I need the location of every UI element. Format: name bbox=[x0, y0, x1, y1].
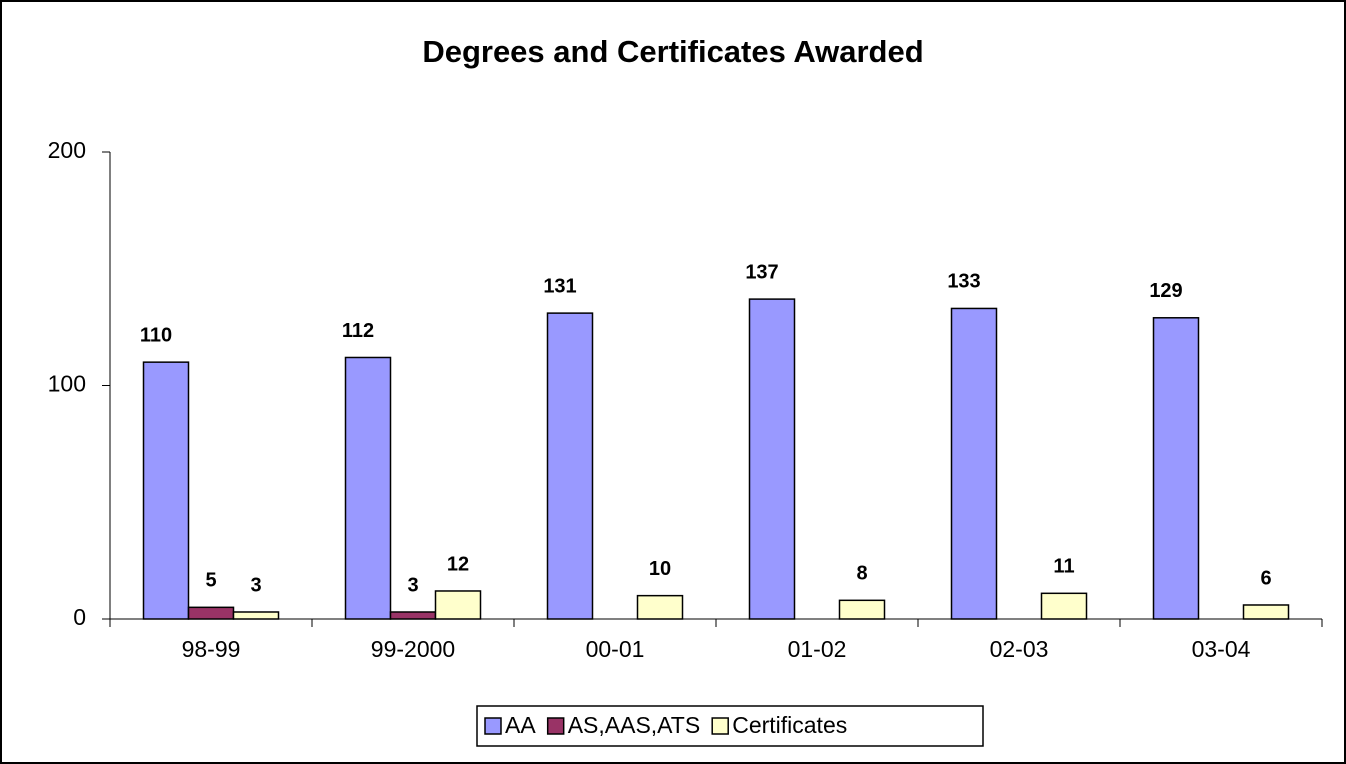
x-tick-label: 98-99 bbox=[182, 636, 241, 662]
value-label: 129 bbox=[1149, 280, 1182, 302]
legend-label: Certificates bbox=[732, 712, 847, 738]
value-label: 137 bbox=[745, 261, 778, 283]
value-label: 110 bbox=[140, 324, 172, 346]
bar bbox=[838, 599, 886, 620]
chart-title: Degrees and Certificates Awarded bbox=[422, 34, 923, 69]
bar bbox=[142, 361, 190, 620]
y-tick-label: 100 bbox=[48, 371, 86, 397]
legend-swatch bbox=[484, 717, 502, 735]
value-label: 131 bbox=[543, 275, 576, 297]
y-tick-label: 200 bbox=[48, 137, 86, 163]
x-tick-label: 99-2000 bbox=[371, 636, 455, 662]
x-tick-label: 03-04 bbox=[1192, 636, 1251, 662]
bar bbox=[434, 590, 482, 620]
bar bbox=[389, 611, 437, 620]
legend-swatch bbox=[546, 717, 565, 735]
legend-label: AS,AAS,ATS bbox=[568, 712, 701, 738]
value-label: 5 bbox=[205, 570, 216, 592]
bar bbox=[950, 307, 998, 620]
x-tick-label: 00-01 bbox=[586, 636, 645, 662]
value-label: 3 bbox=[407, 574, 418, 596]
bar bbox=[1242, 604, 1290, 620]
bar bbox=[1152, 317, 1200, 620]
x-tick-label: 01-02 bbox=[788, 636, 847, 662]
value-label: 8 bbox=[856, 563, 867, 585]
bar bbox=[187, 606, 235, 620]
value-label: 10 bbox=[649, 558, 671, 580]
value-label: 11 bbox=[1053, 556, 1074, 578]
bar bbox=[232, 611, 280, 620]
x-tick-label: 02-03 bbox=[990, 636, 1049, 662]
bar bbox=[748, 298, 796, 620]
bar bbox=[1040, 592, 1088, 620]
value-label: 12 bbox=[447, 553, 469, 575]
legend-swatch bbox=[711, 717, 729, 735]
bar bbox=[636, 594, 684, 620]
value-label: 112 bbox=[342, 320, 374, 342]
value-label: 133 bbox=[947, 271, 980, 293]
bar bbox=[546, 312, 594, 620]
value-label: 3 bbox=[250, 574, 261, 596]
legend-label: AA bbox=[505, 712, 536, 738]
value-label: 6 bbox=[1260, 567, 1271, 589]
y-tick-label: 0 bbox=[73, 604, 86, 630]
bar bbox=[344, 356, 392, 620]
